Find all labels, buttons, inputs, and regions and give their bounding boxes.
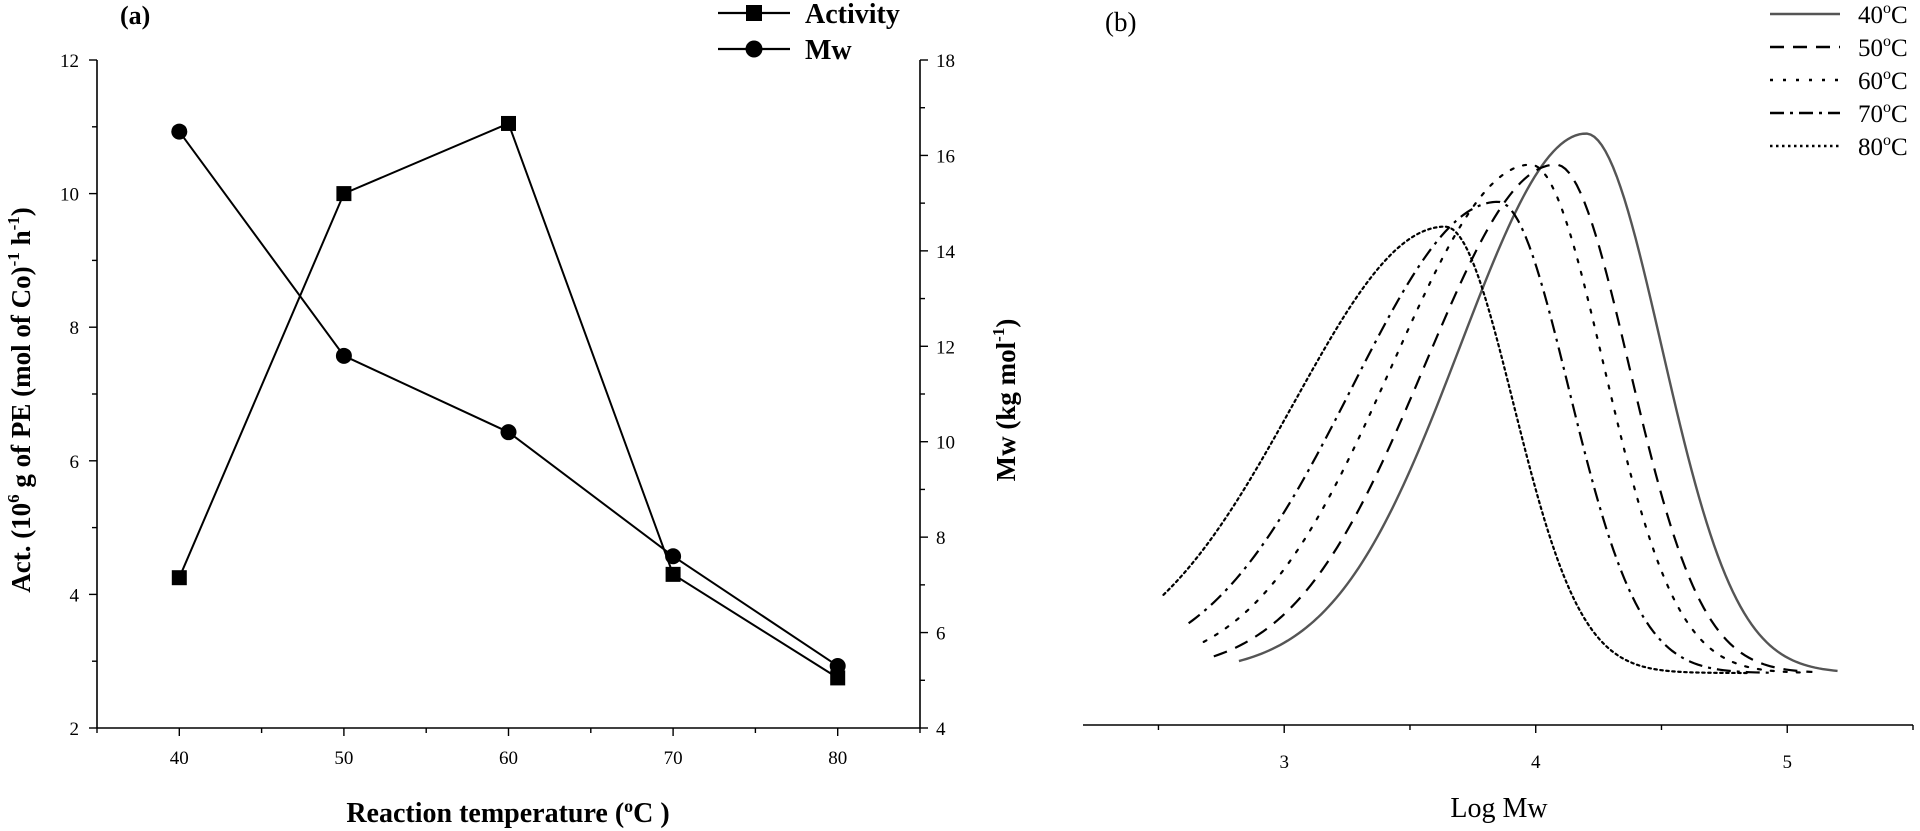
panel-a-x-ticks: 40 50 60 70 80 [96, 728, 921, 769]
panel-a-right-y-ticks: 4 6 8 10 12 14 16 18 [920, 51, 956, 740]
curve-60c [1202, 163, 1801, 674]
mw-point [171, 123, 188, 140]
panel-a-left-y-axis-label: Act. (106 g of PE (mol of Co)-1 h-1) [4, 207, 36, 593]
curve-50c [1213, 163, 1813, 674]
legend-activity-label: Activity [805, 0, 900, 30]
mw-point [829, 657, 846, 674]
legend-item-80c: 80oC [1770, 132, 1908, 161]
x-tick-label: 60 [499, 748, 518, 769]
panel-a-label: (a) [120, 1, 150, 30]
series-activity-line [178, 122, 839, 679]
panel-a-right-y-axis-label: Mw (kg mol-1) [989, 319, 1021, 482]
y-right-tick-label: 6 [936, 624, 946, 645]
panel-b-curves [1162, 132, 1838, 675]
panel-a-x-axis-label: Reaction temperature (oC ) [346, 796, 669, 829]
x-tick-label: 3 [1279, 752, 1289, 773]
panel-b-x-axis-label: Log Mw [1450, 793, 1548, 824]
curve-80c [1162, 225, 1751, 675]
mw-point [665, 548, 682, 565]
y-right-tick-label: 10 [936, 433, 955, 454]
y-left-tick-label: 12 [60, 51, 79, 72]
legend-item-70c: 70oC [1770, 99, 1908, 128]
series-mw-line [178, 130, 839, 667]
mw-point [335, 347, 352, 364]
legend-mw-label: Mw [805, 35, 852, 66]
activity-point [336, 186, 352, 202]
activity-point [830, 670, 846, 686]
y-left-tick-label: 6 [70, 452, 80, 473]
legend-label: 40oC [1858, 0, 1908, 29]
y-left-tick-label: 2 [70, 719, 80, 740]
legend-mw-marker [745, 40, 763, 58]
x-tick-label: 4 [1531, 752, 1541, 773]
x-tick-label: 80 [828, 748, 847, 769]
y-left-tick-label: 10 [60, 185, 79, 206]
y-right-tick-label: 12 [936, 337, 955, 358]
legend-item-activity: Activity [718, 0, 900, 30]
panel-b-chart: (b) 3 4 5 Log Mw 40oC 50oC 60oC 70oC 80oC [1083, 0, 1914, 824]
panel-a-series [171, 115, 846, 686]
y-right-tick-label: 16 [936, 146, 955, 167]
activity-point [665, 566, 681, 582]
y-right-tick-label: 18 [936, 51, 955, 72]
legend-label: 70oC [1858, 99, 1908, 128]
legend-item-50c: 50oC [1770, 33, 1908, 62]
legend-item-mw: Mw [718, 35, 852, 66]
y-right-tick-label: 8 [936, 528, 946, 549]
panel-b-x-ticks: 3 4 5 [1157, 725, 1914, 773]
panel-a-left-y-ticks: 2 4 6 8 10 12 [60, 51, 97, 740]
curve-40c [1238, 132, 1838, 673]
panel-a-legend: Activity Mw [718, 0, 900, 66]
panel-a-chart: (a) 40 50 60 70 80 2 4 6 8 10 12 4 6 8 10 12 14 16 18 Re… [4, 0, 1021, 829]
activity-point [501, 115, 516, 131]
curve-70c [1187, 200, 1775, 674]
legend-label: 60oC [1858, 66, 1908, 95]
x-tick-label: 50 [334, 748, 353, 769]
legend-item-40c: 40oC [1770, 0, 1908, 29]
legend-activity-marker [746, 5, 762, 21]
x-tick-label: 5 [1782, 752, 1792, 773]
panel-b-legend: 40oC 50oC 60oC 70oC 80oC [1770, 0, 1908, 161]
legend-label: 50oC [1858, 33, 1908, 62]
activity-point [171, 570, 187, 586]
panel-b-label: (b) [1105, 7, 1136, 37]
x-tick-label: 70 [664, 748, 683, 769]
y-right-tick-label: 14 [936, 242, 956, 263]
y-right-tick-label: 4 [936, 719, 946, 740]
legend-item-60c: 60oC [1770, 66, 1908, 95]
mw-point [500, 424, 517, 441]
x-tick-label: 40 [170, 748, 189, 769]
y-left-tick-label: 4 [70, 585, 80, 606]
y-left-tick-label: 8 [70, 318, 80, 339]
legend-label: 80oC [1858, 132, 1908, 161]
